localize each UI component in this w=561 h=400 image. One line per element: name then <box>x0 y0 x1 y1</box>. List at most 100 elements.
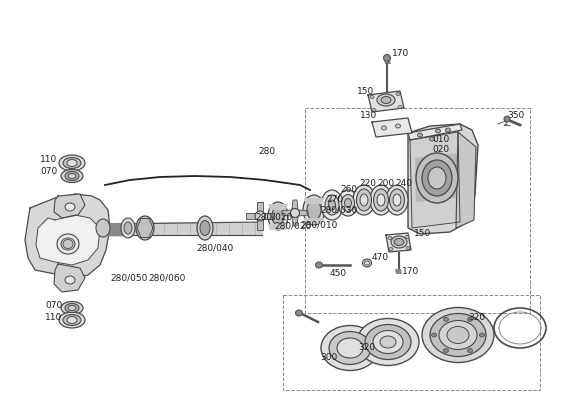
Text: 280/020: 280/020 <box>255 212 292 222</box>
Ellipse shape <box>136 216 154 240</box>
Ellipse shape <box>57 234 79 254</box>
Ellipse shape <box>59 155 85 171</box>
Ellipse shape <box>396 92 400 96</box>
Text: 110: 110 <box>45 312 62 322</box>
Ellipse shape <box>303 195 325 225</box>
Ellipse shape <box>65 276 75 284</box>
Ellipse shape <box>325 195 339 215</box>
Ellipse shape <box>381 126 387 130</box>
Polygon shape <box>137 218 153 238</box>
Polygon shape <box>292 200 298 209</box>
Polygon shape <box>386 233 411 252</box>
Polygon shape <box>264 213 274 219</box>
Ellipse shape <box>67 160 77 166</box>
Ellipse shape <box>268 202 288 230</box>
Polygon shape <box>408 124 478 234</box>
Text: 280/030: 280/030 <box>320 206 357 214</box>
Ellipse shape <box>65 304 79 312</box>
Polygon shape <box>410 132 460 228</box>
Polygon shape <box>54 194 85 218</box>
Polygon shape <box>386 233 411 252</box>
Ellipse shape <box>381 96 391 104</box>
Text: 020: 020 <box>432 146 449 154</box>
Ellipse shape <box>384 54 390 62</box>
Text: 130: 130 <box>360 110 377 120</box>
Ellipse shape <box>342 194 355 212</box>
Ellipse shape <box>388 236 392 240</box>
Ellipse shape <box>430 314 486 356</box>
Text: 280/050: 280/050 <box>110 274 148 282</box>
Ellipse shape <box>61 170 83 182</box>
Ellipse shape <box>430 137 435 141</box>
Polygon shape <box>268 204 288 210</box>
Ellipse shape <box>272 207 284 225</box>
Ellipse shape <box>200 220 210 236</box>
Text: 200: 200 <box>377 180 394 188</box>
Ellipse shape <box>365 324 411 360</box>
Ellipse shape <box>353 185 375 215</box>
Text: 070: 070 <box>45 300 62 310</box>
Ellipse shape <box>315 262 323 268</box>
Ellipse shape <box>445 128 450 132</box>
Polygon shape <box>395 269 402 274</box>
Ellipse shape <box>435 129 440 133</box>
Ellipse shape <box>121 218 135 238</box>
Polygon shape <box>299 210 308 216</box>
Ellipse shape <box>67 316 77 324</box>
Ellipse shape <box>329 200 335 210</box>
Text: 280/020: 280/020 <box>274 222 311 230</box>
Ellipse shape <box>365 261 370 265</box>
Ellipse shape <box>357 318 419 366</box>
Ellipse shape <box>329 332 371 364</box>
Ellipse shape <box>504 116 510 122</box>
Polygon shape <box>282 210 291 216</box>
Ellipse shape <box>417 133 422 137</box>
Text: 450: 450 <box>330 268 347 278</box>
Ellipse shape <box>380 336 396 348</box>
Ellipse shape <box>389 189 404 211</box>
Ellipse shape <box>467 348 472 352</box>
Text: 280/040: 280/040 <box>196 244 233 252</box>
Ellipse shape <box>370 96 374 98</box>
Ellipse shape <box>59 312 85 328</box>
Ellipse shape <box>61 302 83 314</box>
Text: 260: 260 <box>340 186 357 194</box>
Polygon shape <box>304 198 324 204</box>
Ellipse shape <box>360 194 368 206</box>
Ellipse shape <box>444 348 448 352</box>
Ellipse shape <box>467 318 472 322</box>
Ellipse shape <box>373 330 403 354</box>
Ellipse shape <box>296 310 302 316</box>
Ellipse shape <box>444 318 448 322</box>
Text: 320: 320 <box>468 314 485 322</box>
Ellipse shape <box>377 94 395 106</box>
Ellipse shape <box>447 326 469 344</box>
Ellipse shape <box>386 185 408 215</box>
Polygon shape <box>384 60 391 64</box>
Polygon shape <box>292 217 298 226</box>
Ellipse shape <box>337 338 363 358</box>
Ellipse shape <box>65 172 79 180</box>
Text: 280: 280 <box>258 148 275 156</box>
Text: 010: 010 <box>432 136 449 144</box>
Ellipse shape <box>63 314 81 326</box>
Polygon shape <box>246 213 256 219</box>
Ellipse shape <box>370 185 392 215</box>
Polygon shape <box>25 194 110 278</box>
Ellipse shape <box>396 124 401 128</box>
Ellipse shape <box>422 160 452 196</box>
Ellipse shape <box>68 306 76 310</box>
Ellipse shape <box>124 222 132 234</box>
Ellipse shape <box>480 333 485 337</box>
Ellipse shape <box>398 106 402 108</box>
Polygon shape <box>36 215 100 265</box>
Ellipse shape <box>63 240 73 248</box>
Polygon shape <box>368 91 404 112</box>
Text: 170: 170 <box>392 48 410 58</box>
Text: 320: 320 <box>358 344 375 352</box>
Text: 240: 240 <box>395 180 412 188</box>
Ellipse shape <box>197 216 213 240</box>
Polygon shape <box>408 124 462 140</box>
Ellipse shape <box>394 238 404 246</box>
Ellipse shape <box>321 190 343 220</box>
